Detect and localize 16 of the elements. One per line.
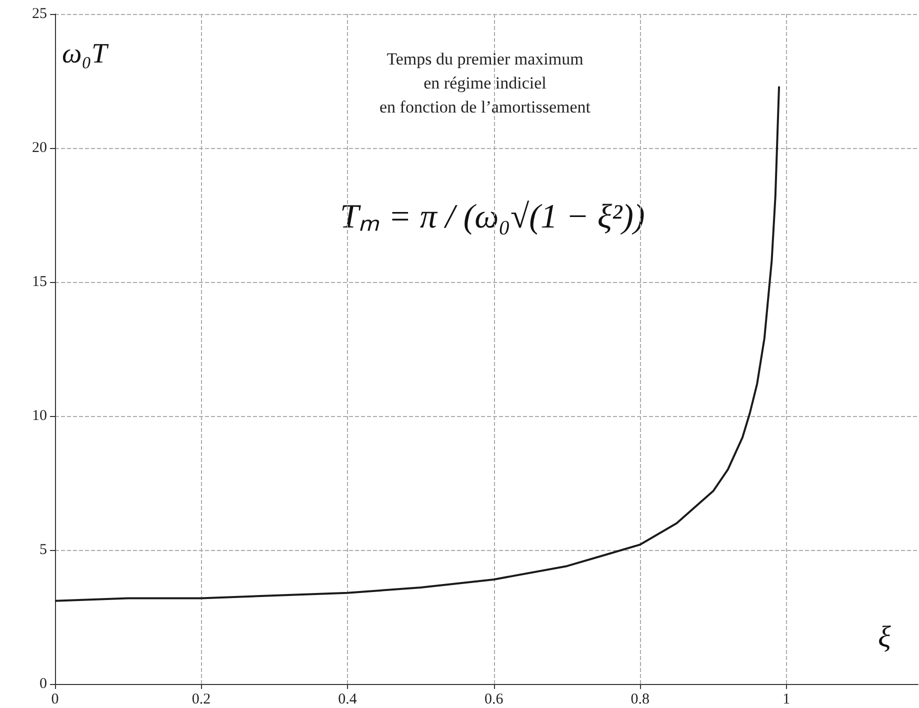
y-tick-label: 20 bbox=[32, 140, 47, 156]
y-tick-label: 25 bbox=[32, 6, 47, 22]
x-tick-label: 0.2 bbox=[192, 692, 211, 708]
y-tick-label: 10 bbox=[32, 408, 47, 424]
x-tick-label: 0.4 bbox=[338, 692, 358, 708]
y-tick-label: 5 bbox=[40, 542, 47, 558]
annotation: Tₘ = π / (ω₀√(1 − ξ²)) bbox=[340, 198, 645, 236]
y-axis-title: ω₀T bbox=[62, 38, 110, 70]
x-tick-label: 0 bbox=[51, 692, 59, 708]
y-tick-label: 15 bbox=[32, 274, 47, 290]
y-tick-label: 0 bbox=[40, 676, 47, 692]
x-tick-label: 0.8 bbox=[630, 692, 650, 708]
x-tick-label: 0.6 bbox=[484, 692, 504, 708]
x-tick-label: 1 bbox=[782, 692, 790, 708]
x-axis-title: ξ bbox=[878, 620, 891, 654]
text: Temps du premier maximum en régime indiciel en fonction de l’amortissement bbox=[379, 50, 591, 116]
